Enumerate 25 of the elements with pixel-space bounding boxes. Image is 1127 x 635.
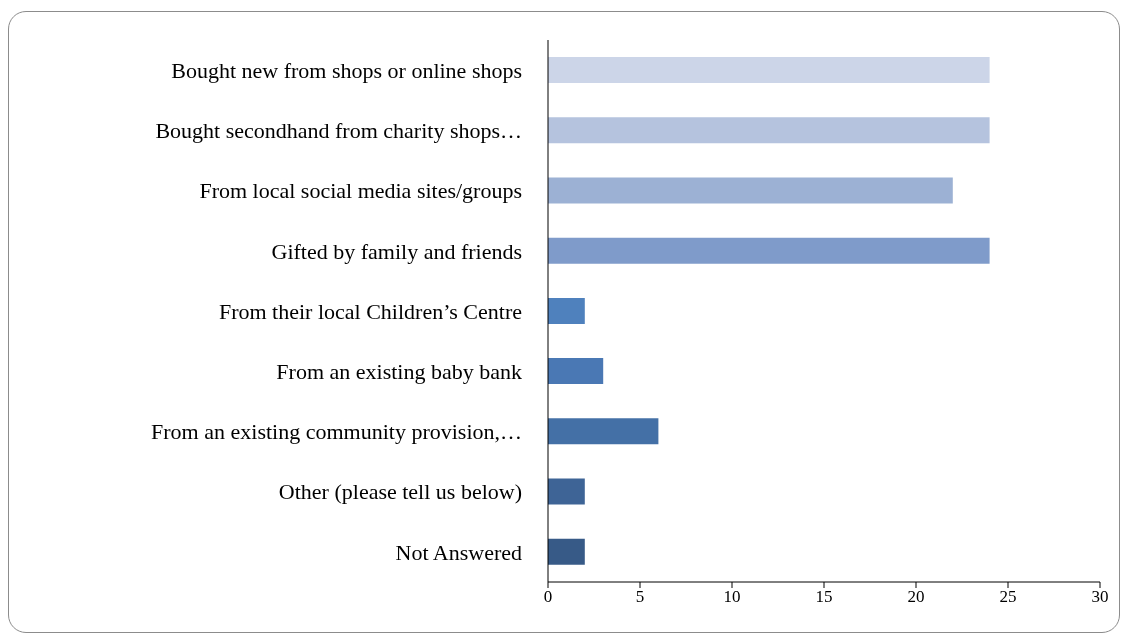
bar xyxy=(548,478,585,505)
bar xyxy=(548,117,990,144)
bar xyxy=(548,358,604,385)
x-tick-label: 0 xyxy=(543,587,553,607)
x-tick-label: 25 xyxy=(999,587,1017,607)
y-tick-label: Gifted by family and friends xyxy=(271,238,522,264)
bar xyxy=(548,297,585,324)
bar xyxy=(548,418,659,445)
y-tick-label: From local social media sites/groups xyxy=(199,178,522,204)
x-tick-label: 5 xyxy=(635,587,645,607)
x-tick-label: 20 xyxy=(907,587,925,607)
y-tick-label: Bought secondhand from charity shops… xyxy=(155,118,522,144)
y-tick-label: From an existing community provision,… xyxy=(151,419,522,445)
bar xyxy=(548,177,953,204)
bar xyxy=(548,538,585,565)
x-tick-label: 10 xyxy=(723,587,741,607)
y-tick-label: Not Answered xyxy=(395,539,522,565)
x-tick-label: 30 xyxy=(1091,587,1109,607)
x-tick-label: 15 xyxy=(815,587,833,607)
y-tick-label: Other (please tell us below) xyxy=(278,479,522,505)
y-tick-label: Bought new from shops or online shops xyxy=(171,57,522,83)
y-tick-label: From their local Children’s Centre xyxy=(218,298,522,324)
bar xyxy=(548,237,990,264)
bar xyxy=(548,57,990,83)
y-tick-label: From an existing baby bank xyxy=(276,359,522,385)
